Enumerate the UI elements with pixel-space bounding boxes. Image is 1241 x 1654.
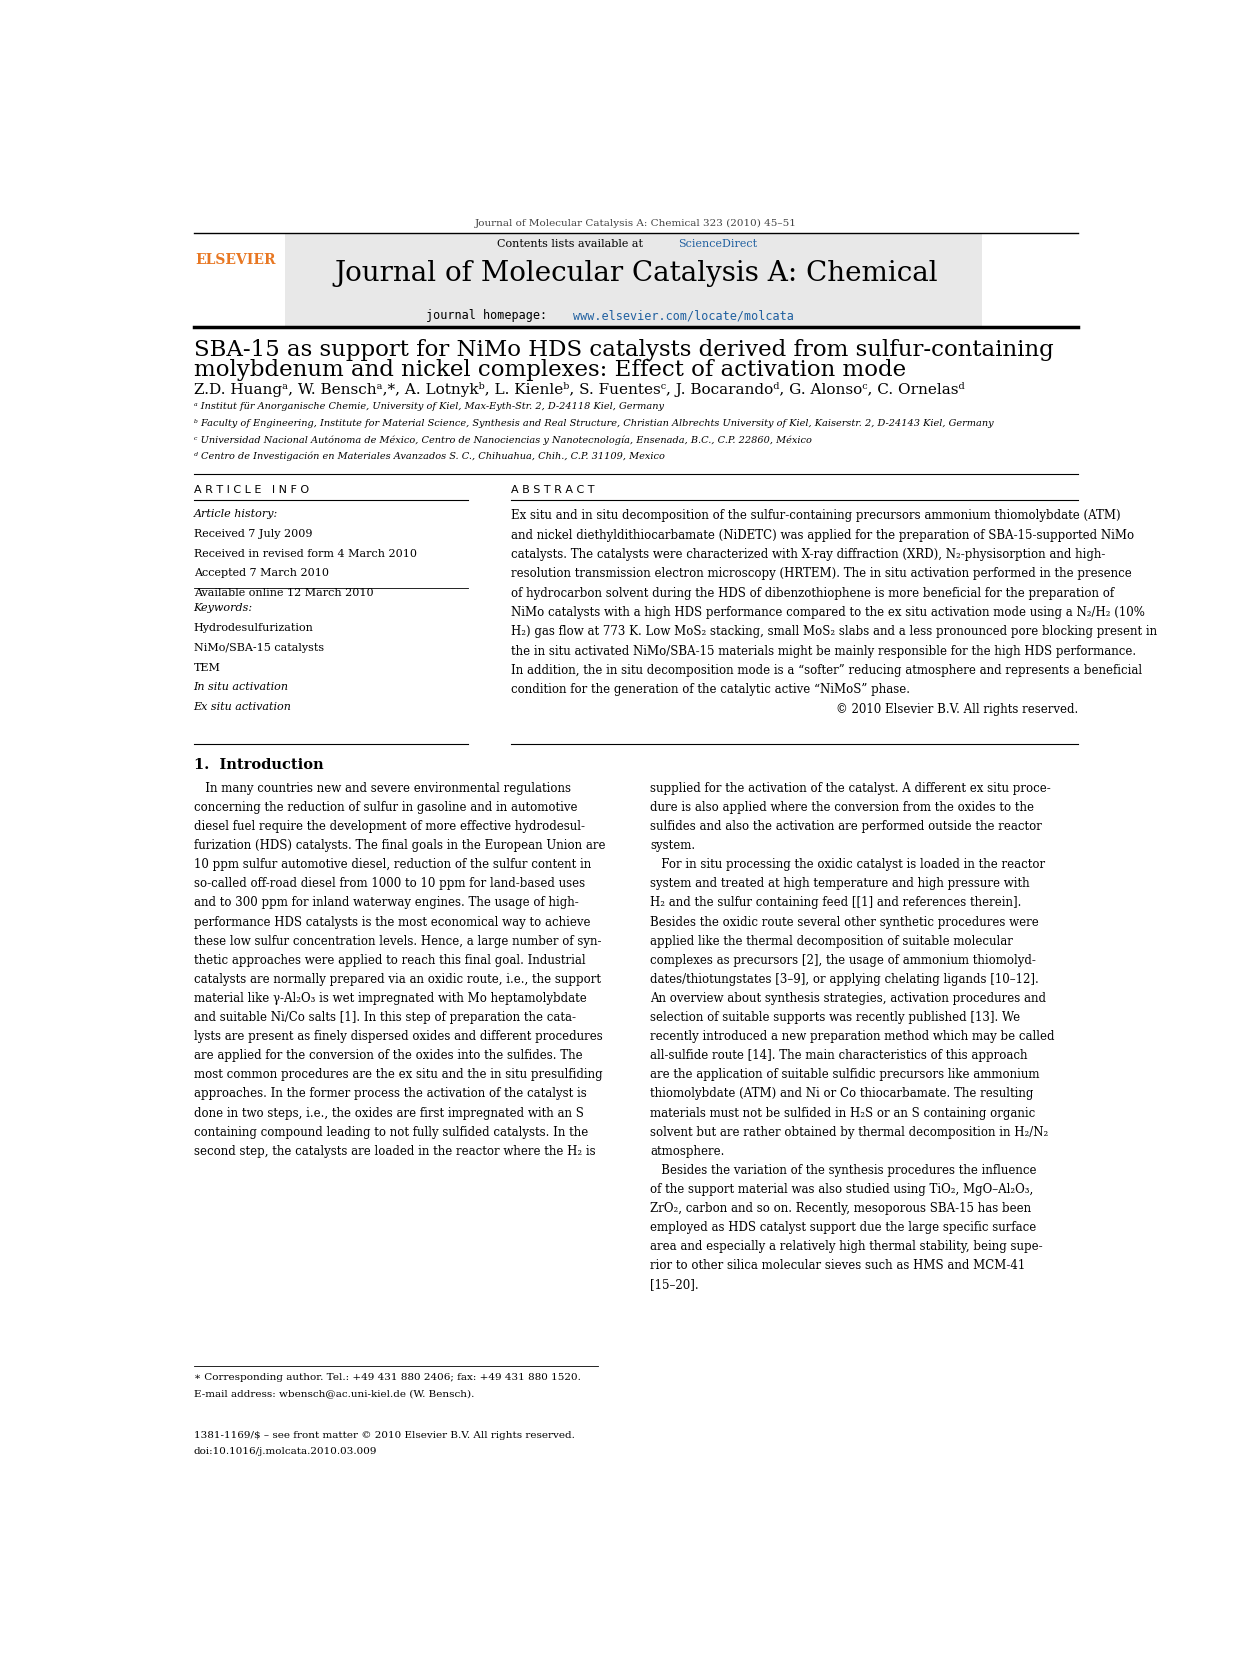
Text: An overview about synthesis strategies, activation procedures and: An overview about synthesis strategies, … xyxy=(650,992,1046,1006)
Text: area and especially a relatively high thermal stability, being supe-: area and especially a relatively high th… xyxy=(650,1240,1044,1254)
Text: so-called off-road diesel from 1000 to 10 ppm for land-based uses: so-called off-road diesel from 1000 to 1… xyxy=(194,877,585,890)
Text: ∗ Corresponding author. Tel.: +49 431 880 2406; fax: +49 431 880 1520.: ∗ Corresponding author. Tel.: +49 431 88… xyxy=(194,1373,581,1381)
Text: of hydrocarbon solvent during the HDS of dibenzothiophene is more beneficial for: of hydrocarbon solvent during the HDS of… xyxy=(511,587,1114,600)
Text: recently introduced a new preparation method which may be called: recently introduced a new preparation me… xyxy=(650,1030,1055,1044)
Text: In addition, the in situ decomposition mode is a “softer” reducing atmosphere an: In addition, the in situ decomposition m… xyxy=(511,665,1142,676)
Text: ᵇ Faculty of Engineering, Institute for Material Science, Synthesis and Real Str: ᵇ Faculty of Engineering, Institute for … xyxy=(194,418,993,428)
Text: solvent but are rather obtained by thermal decomposition in H₂/N₂: solvent but are rather obtained by therm… xyxy=(650,1126,1049,1138)
Text: 1.  Introduction: 1. Introduction xyxy=(194,758,323,771)
Text: H₂) gas flow at 773 K. Low MoS₂ stacking, small MoS₂ slabs and a less pronounced: H₂) gas flow at 773 K. Low MoS₂ stacking… xyxy=(511,625,1157,638)
Text: Received 7 July 2009: Received 7 July 2009 xyxy=(194,529,311,539)
Text: E-mail address: wbensch@ac.uni-kiel.de (W. Bensch).: E-mail address: wbensch@ac.uni-kiel.de (… xyxy=(194,1389,474,1398)
Text: Ex situ and in situ decomposition of the sulfur-containing precursors ammonium t: Ex situ and in situ decomposition of the… xyxy=(511,509,1121,523)
Text: Ex situ activation: Ex situ activation xyxy=(194,703,292,713)
Text: dates/thiotungstates [3–9], or applying chelating ligands [10–12].: dates/thiotungstates [3–9], or applying … xyxy=(650,973,1039,986)
Text: resolution transmission electron microscopy (HRTEM). The in situ activation perf: resolution transmission electron microsc… xyxy=(511,567,1132,581)
Text: H₂ and the sulfur containing feed [[1] and references therein].: H₂ and the sulfur containing feed [[1] a… xyxy=(650,896,1021,910)
Text: concerning the reduction of sulfur in gasoline and in automotive: concerning the reduction of sulfur in ga… xyxy=(194,801,577,814)
Text: of the support material was also studied using TiO₂, MgO–Al₂O₃,: of the support material was also studied… xyxy=(650,1183,1034,1196)
Text: Available online 12 March 2010: Available online 12 March 2010 xyxy=(194,589,374,599)
Text: approaches. In the former process the activation of the catalyst is: approaches. In the former process the ac… xyxy=(194,1087,586,1100)
Text: condition for the generation of the catalytic active “NiMoS” phase.: condition for the generation of the cata… xyxy=(511,683,910,696)
Text: these low sulfur concentration levels. Hence, a large number of syn-: these low sulfur concentration levels. H… xyxy=(194,935,601,948)
Text: most common procedures are the ex situ and the in situ presulfiding: most common procedures are the ex situ a… xyxy=(194,1068,602,1082)
Text: atmosphere.: atmosphere. xyxy=(650,1145,725,1158)
Text: and nickel diethyldithiocarbamate (NiDETC) was applied for the preparation of SB: and nickel diethyldithiocarbamate (NiDET… xyxy=(511,529,1134,541)
Text: For in situ processing the oxidic catalyst is loaded in the reactor: For in situ processing the oxidic cataly… xyxy=(650,858,1046,872)
Text: and to 300 ppm for inland waterway engines. The usage of high-: and to 300 ppm for inland waterway engin… xyxy=(194,896,578,910)
Text: lysts are present as finely dispersed oxides and different procedures: lysts are present as finely dispersed ox… xyxy=(194,1030,602,1044)
Text: catalysts are normally prepared via an oxidic route, i.e., the support: catalysts are normally prepared via an o… xyxy=(194,973,601,986)
Text: containing compound leading to not fully sulfided catalysts. In the: containing compound leading to not fully… xyxy=(194,1126,588,1138)
Text: molybdenum and nickel complexes: Effect of activation mode: molybdenum and nickel complexes: Effect … xyxy=(194,359,906,380)
Text: are applied for the conversion of the oxides into the sulfides. The: are applied for the conversion of the ox… xyxy=(194,1049,582,1062)
Text: Journal of Molecular Catalysis A: Chemical: Journal of Molecular Catalysis A: Chemic… xyxy=(334,260,938,286)
Text: system and treated at high temperature and high pressure with: system and treated at high temperature a… xyxy=(650,877,1030,890)
Text: employed as HDS catalyst support due the large specific surface: employed as HDS catalyst support due the… xyxy=(650,1221,1036,1234)
Text: system.: system. xyxy=(650,839,695,852)
Text: second step, the catalysts are loaded in the reactor where the H₂ is: second step, the catalysts are loaded in… xyxy=(194,1145,596,1158)
Text: ᵈ Centro de Investigación en Materiales Avanzados S. C., Chihuahua, Chih., C.P. : ᵈ Centro de Investigación en Materiales … xyxy=(194,452,664,461)
Text: supplied for the activation of the catalyst. A different ex situ proce-: supplied for the activation of the catal… xyxy=(650,782,1051,796)
Text: In many countries new and severe environmental regulations: In many countries new and severe environ… xyxy=(194,782,571,796)
Text: Besides the variation of the synthesis procedures the influence: Besides the variation of the synthesis p… xyxy=(650,1164,1037,1178)
Text: 1381-1169/$ – see front matter © 2010 Elsevier B.V. All rights reserved.: 1381-1169/$ – see front matter © 2010 El… xyxy=(194,1431,575,1441)
Text: NiMo/SBA-15 catalysts: NiMo/SBA-15 catalysts xyxy=(194,643,324,653)
Text: Keywords:: Keywords: xyxy=(194,604,253,614)
Text: complexes as precursors [2], the usage of ammonium thiomolyd-: complexes as precursors [2], the usage o… xyxy=(650,954,1036,966)
Text: NiMo catalysts with a high HDS performance compared to the ex situ activation mo: NiMo catalysts with a high HDS performan… xyxy=(511,605,1145,619)
Text: In situ activation: In situ activation xyxy=(194,683,289,693)
Text: ScienceDirect: ScienceDirect xyxy=(679,240,757,250)
Text: Z.D. Huangᵃ, W. Benschᵃ,*, A. Lotnykᵇ, L. Kienleᵇ, S. Fuentesᶜ, J. Bocarandoᵈ, G: Z.D. Huangᵃ, W. Benschᵃ,*, A. Lotnykᵇ, L… xyxy=(194,382,964,397)
Text: doi:10.1016/j.molcata.2010.03.009: doi:10.1016/j.molcata.2010.03.009 xyxy=(194,1447,377,1456)
Text: Besides the oxidic route several other synthetic procedures were: Besides the oxidic route several other s… xyxy=(650,916,1039,928)
Text: ZrO₂, carbon and so on. Recently, mesoporous SBA-15 has been: ZrO₂, carbon and so on. Recently, mesopo… xyxy=(650,1202,1031,1216)
FancyBboxPatch shape xyxy=(285,233,983,326)
Text: are the application of suitable sulfidic precursors like ammonium: are the application of suitable sulfidic… xyxy=(650,1068,1040,1082)
Text: Hydrodesulfurization: Hydrodesulfurization xyxy=(194,624,314,633)
Text: ᵃ Institut für Anorganische Chemie, University of Kiel, Max-Eyth-Str. 2, D-24118: ᵃ Institut für Anorganische Chemie, Univ… xyxy=(194,402,664,412)
Text: all-sulfide route [14]. The main characteristics of this approach: all-sulfide route [14]. The main charact… xyxy=(650,1049,1028,1062)
Text: done in two steps, i.e., the oxides are first impregnated with an S: done in two steps, i.e., the oxides are … xyxy=(194,1107,583,1120)
Text: Accepted 7 March 2010: Accepted 7 March 2010 xyxy=(194,569,329,579)
Text: Contents lists available at: Contents lists available at xyxy=(496,240,647,250)
Text: 10 ppm sulfur automotive diesel, reduction of the sulfur content in: 10 ppm sulfur automotive diesel, reducti… xyxy=(194,858,591,872)
Text: sulfides and also the activation are performed outside the reactor: sulfides and also the activation are per… xyxy=(650,820,1042,834)
Text: dure is also applied where the conversion from the oxides to the: dure is also applied where the conversio… xyxy=(650,801,1035,814)
Text: thiomolybdate (ATM) and Ni or Co thiocarbamate. The resulting: thiomolybdate (ATM) and Ni or Co thiocar… xyxy=(650,1087,1034,1100)
Text: ᶜ Universidad Nacional Autónoma de México, Centro de Nanociencias y Nanotecnolog: ᶜ Universidad Nacional Autónoma de Méxic… xyxy=(194,435,812,445)
Text: www.elsevier.com/locate/molcata: www.elsevier.com/locate/molcata xyxy=(573,309,794,323)
Text: Received in revised form 4 March 2010: Received in revised form 4 March 2010 xyxy=(194,549,417,559)
Text: rior to other silica molecular sieves such as HMS and MCM-41: rior to other silica molecular sieves su… xyxy=(650,1259,1026,1272)
Text: [15–20].: [15–20]. xyxy=(650,1279,699,1292)
Text: and suitable Ni/Co salts [1]. In this step of preparation the cata-: and suitable Ni/Co salts [1]. In this st… xyxy=(194,1011,576,1024)
Text: the in situ activated NiMo/SBA-15 materials might be mainly responsible for the : the in situ activated NiMo/SBA-15 materi… xyxy=(511,645,1136,658)
Text: selection of suitable supports was recently published [13]. We: selection of suitable supports was recen… xyxy=(650,1011,1020,1024)
Text: Journal of Molecular Catalysis A: Chemical 323 (2010) 45–51: Journal of Molecular Catalysis A: Chemic… xyxy=(475,218,797,228)
Text: © 2010 Elsevier B.V. All rights reserved.: © 2010 Elsevier B.V. All rights reserved… xyxy=(836,703,1078,716)
Text: ELSEVIER: ELSEVIER xyxy=(196,253,276,268)
Text: journal homepage:: journal homepage: xyxy=(427,309,555,323)
Text: diesel fuel require the development of more effective hydrodesul-: diesel fuel require the development of m… xyxy=(194,820,585,834)
Text: Article history:: Article history: xyxy=(194,509,278,519)
Text: applied like the thermal decomposition of suitable molecular: applied like the thermal decomposition o… xyxy=(650,935,1014,948)
Text: SBA-15 as support for NiMo HDS catalysts derived from sulfur-containing: SBA-15 as support for NiMo HDS catalysts… xyxy=(194,339,1054,361)
Text: furization (HDS) catalysts. The final goals in the European Union are: furization (HDS) catalysts. The final go… xyxy=(194,839,606,852)
Text: material like γ-Al₂O₃ is wet impregnated with Mo heptamolybdate: material like γ-Al₂O₃ is wet impregnated… xyxy=(194,992,586,1006)
Text: TEM: TEM xyxy=(194,663,221,673)
Text: performance HDS catalysts is the most economical way to achieve: performance HDS catalysts is the most ec… xyxy=(194,916,591,928)
Text: A R T I C L E   I N F O: A R T I C L E I N F O xyxy=(194,485,309,495)
Text: A B S T R A C T: A B S T R A C T xyxy=(511,485,594,495)
Text: catalysts. The catalysts were characterized with X-ray diffraction (XRD), N₂-phy: catalysts. The catalysts were characteri… xyxy=(511,547,1106,561)
Text: thetic approaches were applied to reach this final goal. Industrial: thetic approaches were applied to reach … xyxy=(194,954,586,966)
Text: materials must not be sulfided in H₂S or an S containing organic: materials must not be sulfided in H₂S or… xyxy=(650,1107,1036,1120)
